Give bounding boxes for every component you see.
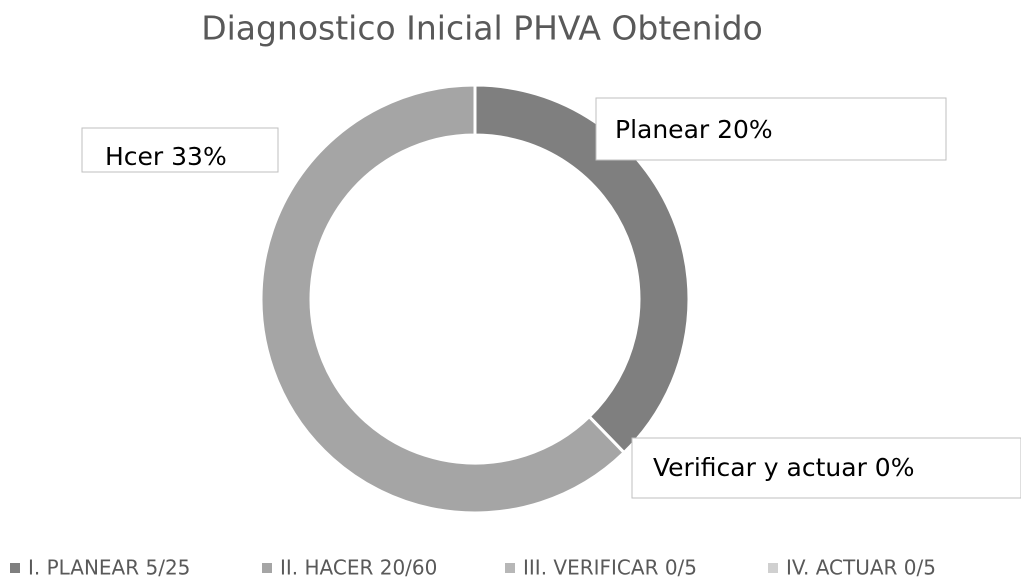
legend-swatch	[505, 563, 515, 573]
legend-swatch	[262, 563, 272, 573]
legend-swatch	[10, 563, 20, 573]
data-label: Hcer 33%	[105, 142, 227, 171]
donut-slice	[259, 83, 627, 515]
data-label: Verificar y actuar 0%	[653, 453, 914, 482]
legend-label: I. PLANEAR 5/25	[28, 556, 190, 580]
legend-label: II. HACER 20/60	[280, 556, 437, 580]
legend-swatch	[768, 563, 778, 573]
legend-label: III. VERIFICAR 0/5	[523, 556, 697, 580]
legend-label: IV. ACTUAR 0/5	[786, 556, 936, 580]
label-box	[81, 127, 279, 173]
label-box	[631, 437, 1021, 499]
data-label: Planear 20%	[615, 115, 773, 144]
label-box	[595, 97, 947, 161]
chart-title: Diagnostico Inicial PHVA Obtenido	[201, 9, 763, 48]
